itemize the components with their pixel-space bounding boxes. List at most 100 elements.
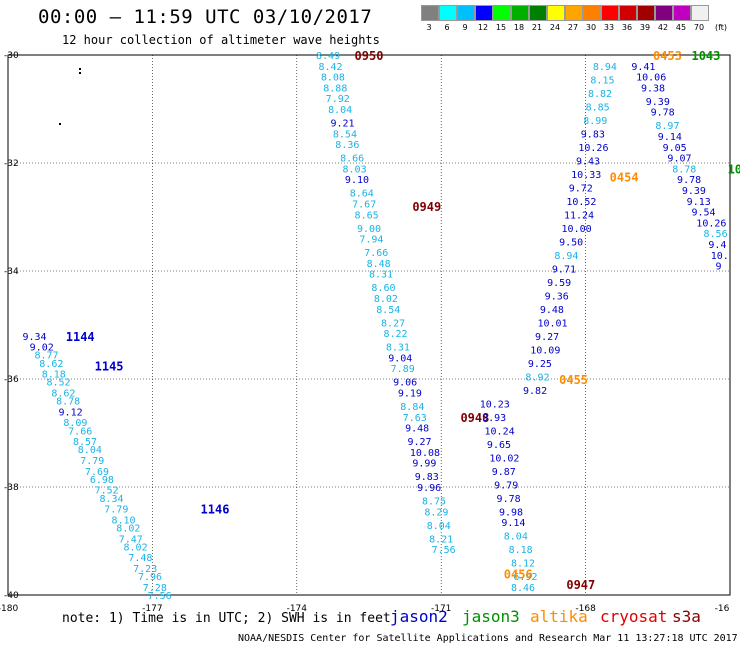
swh-value: 9.50 xyxy=(559,237,583,248)
swh-value: 8.29 xyxy=(424,507,448,518)
swh-value: 7.56 xyxy=(148,591,172,602)
swh-value: 9.48 xyxy=(540,305,564,316)
lat-tick-label: -38 xyxy=(4,483,19,493)
lat-tick-label: -30 xyxy=(4,51,19,61)
color-swatch xyxy=(565,5,583,21)
swh-value: 9.14 xyxy=(658,132,682,143)
pass-time-label: 0456 xyxy=(504,567,533,581)
lon-tick-label: -168 xyxy=(575,604,596,614)
swh-value: 8.54 xyxy=(333,129,357,140)
pass-time-label: 0948 xyxy=(460,411,489,425)
swh-value: 7.67 xyxy=(352,200,376,211)
swh-value: 9.78 xyxy=(677,175,701,186)
swh-value: 9.07 xyxy=(667,154,691,165)
swh-value: 10.26 xyxy=(578,143,608,154)
swh-value: 8.62 xyxy=(39,359,63,370)
pass-time-label: 0950 xyxy=(355,49,384,63)
color-swatch xyxy=(547,5,565,21)
swh-value: 8.03 xyxy=(343,164,367,175)
swh-value: 8.52 xyxy=(47,378,71,389)
swh-value: 8.18 xyxy=(509,545,533,556)
swh-value: 7.23 xyxy=(133,564,157,575)
track-jason2: 8.466.92 8.12 8.18 8.04 9.149.98 9.78 9.79 9.87… xyxy=(480,399,596,594)
color-scale-label: 42 xyxy=(657,23,669,32)
page-subtitle: 12 hour collection of altimeter wave hei… xyxy=(62,33,380,47)
color-scale-label: 45 xyxy=(675,23,687,32)
color-scale-label: 9 xyxy=(462,23,468,32)
color-scale-label: 27 xyxy=(567,23,579,32)
swh-value: 8.09 xyxy=(63,418,87,429)
swh-value: 7.89 xyxy=(391,364,415,375)
swh-value: 8.27 xyxy=(381,318,405,329)
color-swatch xyxy=(529,5,547,21)
pass-time-label: 1145 xyxy=(95,360,124,374)
swh-value: 7.96 xyxy=(138,572,162,583)
swh-value: 8.12 xyxy=(511,559,535,570)
swh-value: 8.88 xyxy=(323,83,347,94)
swh-value: 9.27 xyxy=(408,437,432,448)
swh-value: 7.52 xyxy=(95,486,119,497)
swh-value: 10.00 xyxy=(562,224,592,235)
swh-value: 9.25 xyxy=(528,359,552,370)
legend-jason3: jason3 xyxy=(462,607,520,626)
swh-value: 8.04 xyxy=(78,445,102,456)
track-altika: 9.82 8.92 9.25 10.09 9.27 10.01 9.48 9.36 9.59 9.… xyxy=(504,49,682,581)
pass-time-label: 0455 xyxy=(559,373,588,387)
swh-value: 8.04 xyxy=(427,521,451,532)
swh-value: 8.94 xyxy=(554,251,578,262)
swh-value: 9.21 xyxy=(330,119,354,130)
swh-value: 9.96 xyxy=(417,483,441,494)
swh-value: 9.71 xyxy=(552,264,576,275)
swh-value: 8.84 xyxy=(400,402,424,413)
swh-value: 9.41 xyxy=(631,62,655,73)
color-swatch xyxy=(601,5,619,21)
lat-tick-label: -40 xyxy=(4,591,19,601)
swh-value: 7.47 xyxy=(119,534,143,545)
swh-value: 8.56 xyxy=(704,229,728,240)
swh-value: 9.00 xyxy=(357,224,381,235)
swh-value: 7.79 xyxy=(80,456,104,467)
swh-value: 9.78 xyxy=(497,494,521,505)
altimeter-tracks: 9.349.028.778.628.188.528.628.789.128.09… xyxy=(22,49,740,602)
color-scale-label: 30 xyxy=(585,23,597,32)
lon-tick-label: -171 xyxy=(431,604,451,614)
swh-value: 8.85 xyxy=(586,102,610,113)
legend-altika: altika xyxy=(530,607,588,626)
swh-value: 8.57 xyxy=(73,437,97,448)
color-swatch xyxy=(439,5,457,21)
swh-value: 9.04 xyxy=(388,353,412,364)
swh-value: 6.98 xyxy=(90,475,114,486)
pass-time-label: 1144 xyxy=(66,330,95,344)
swh-value: 10.01 xyxy=(537,318,567,329)
swh-value: 9.79 xyxy=(494,480,518,491)
swh-value: 8.77 xyxy=(34,351,58,362)
swh-value: 8.99 xyxy=(583,116,607,127)
swh-value: 8.82 xyxy=(588,89,612,100)
swh-value: 10.06 xyxy=(636,73,666,84)
swh-value: 8.21 xyxy=(429,534,453,545)
swh-value: 8.46 xyxy=(511,583,535,594)
swh-value: 10.26 xyxy=(696,218,726,229)
swh-value: 8.36 xyxy=(335,140,359,151)
swh-value: 9.65 xyxy=(487,440,511,451)
color-scale-label: 24 xyxy=(549,23,561,32)
page-title: 00:00 – 11:59 UTC 03/10/2017 xyxy=(38,6,373,28)
color-scale-label: 6 xyxy=(444,23,450,32)
swh-value: 8.60 xyxy=(371,283,395,294)
swh-value: 9.38 xyxy=(641,83,665,94)
swh-value: 8.31 xyxy=(369,270,393,281)
pass-time-label: 0453 xyxy=(653,49,682,63)
swh-value: 8.78 xyxy=(672,164,696,175)
swh-value: 8.62 xyxy=(51,389,75,400)
swh-value: 9.4 xyxy=(708,240,726,251)
swh-value: 7.92 xyxy=(326,94,350,105)
swh-value: 9.12 xyxy=(59,407,83,418)
color-scale-label: 70 xyxy=(693,23,705,32)
lon-tick-label: -180 xyxy=(0,604,18,614)
axis-tick-labels: -180 -177 -174 -171 -168 -16 -30 -32 -34 -36 -38 -4… xyxy=(0,51,730,614)
swh-value: 7.28 xyxy=(143,583,167,594)
swh-value: 10. xyxy=(711,251,729,262)
swh-value: 8.78 xyxy=(56,397,80,408)
color-scale-label: 18 xyxy=(513,23,525,32)
